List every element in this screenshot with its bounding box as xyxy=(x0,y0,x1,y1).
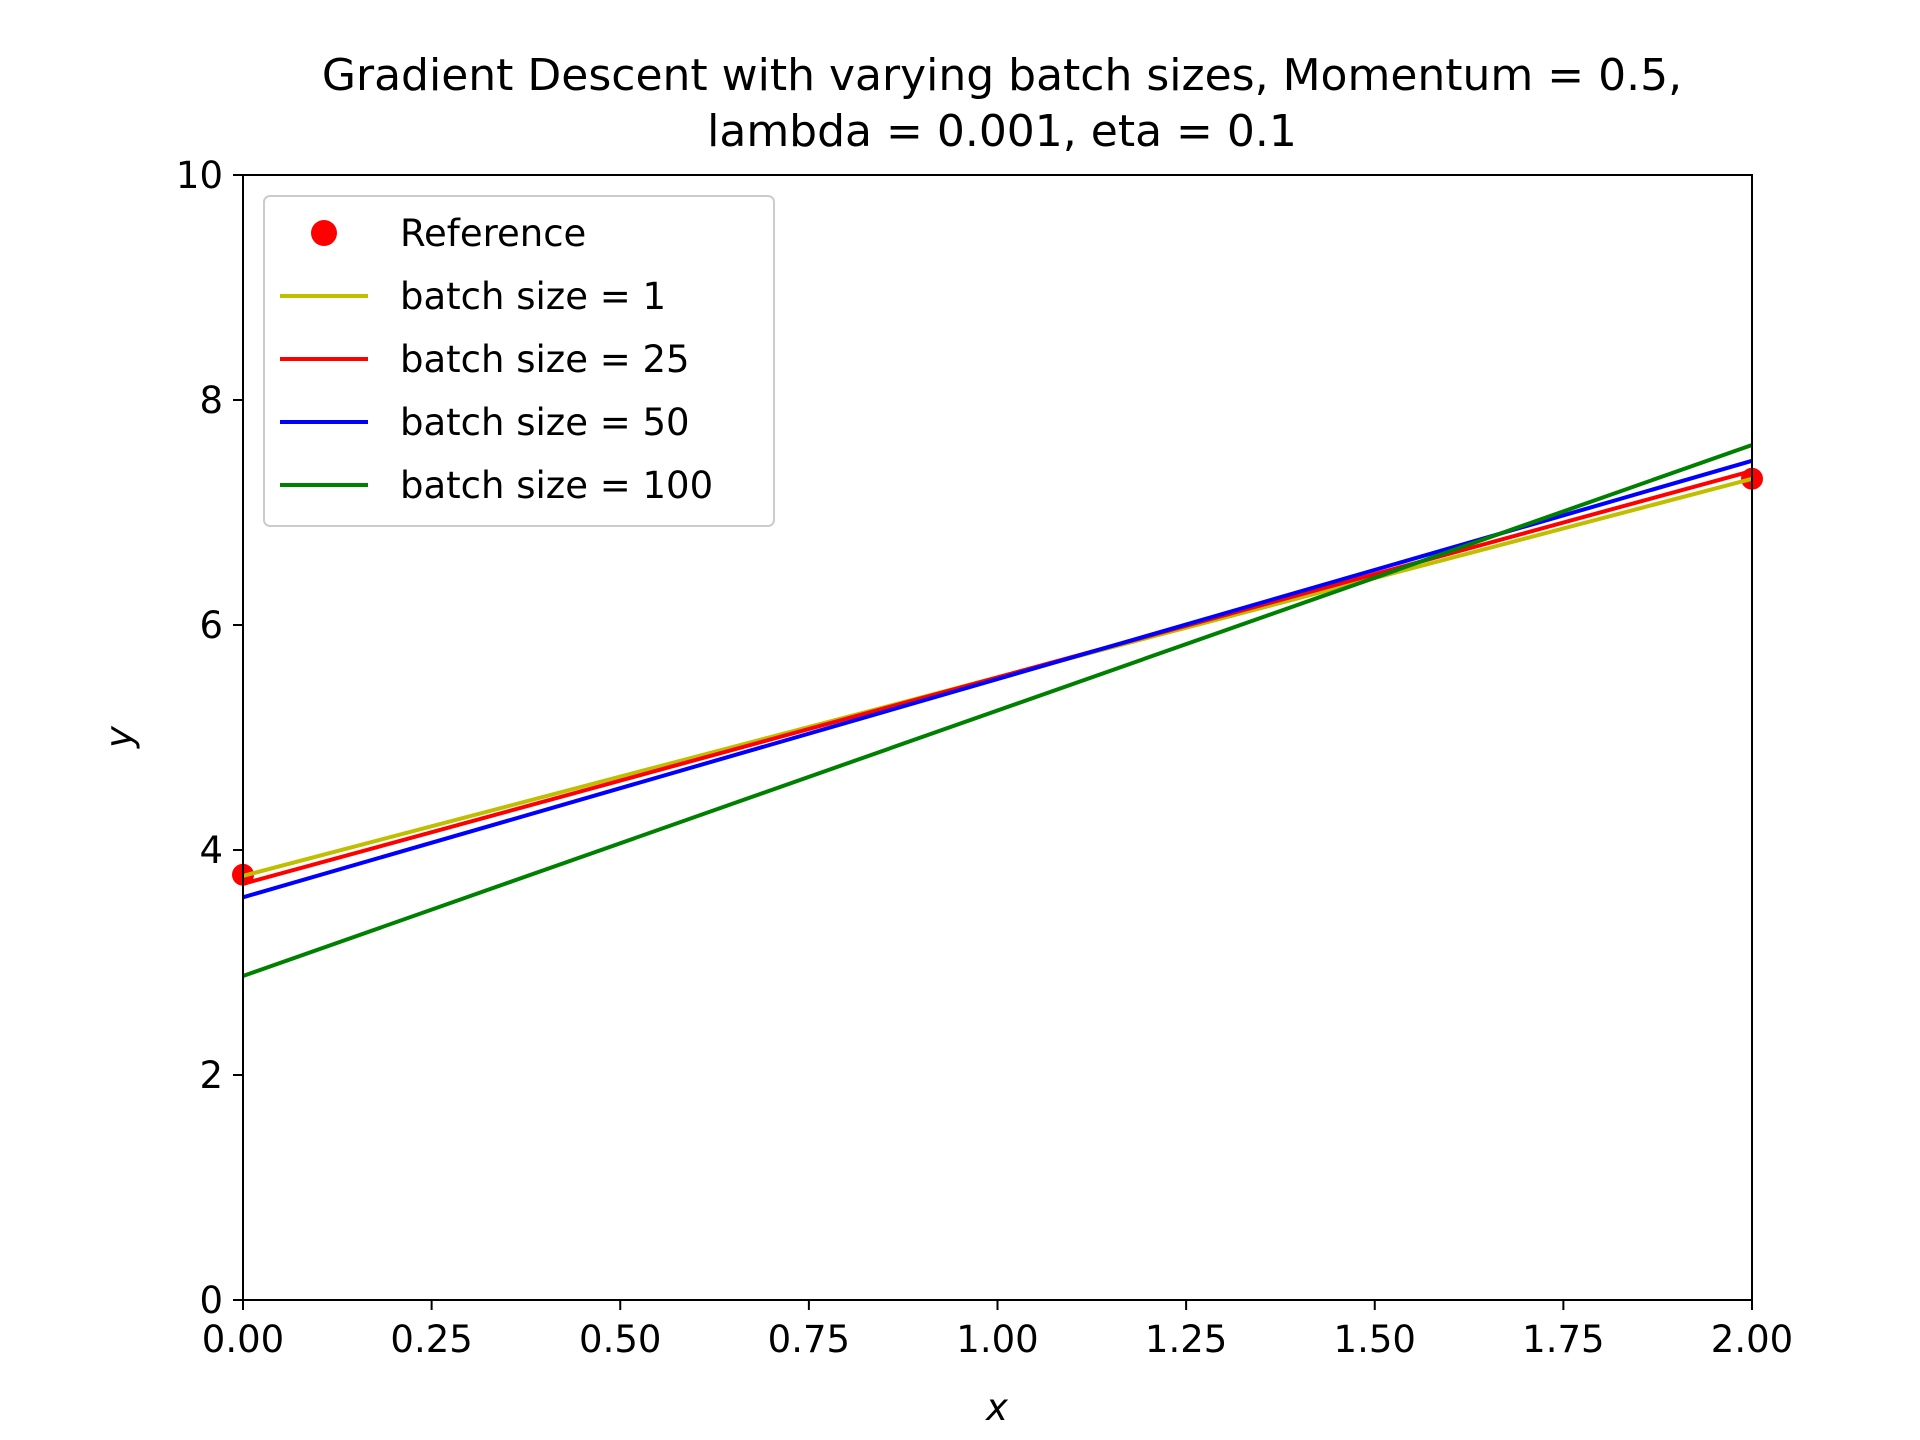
y-tick-label: 0 xyxy=(199,1279,223,1322)
x-axis-label: x xyxy=(985,1386,1009,1429)
legend-box xyxy=(263,195,775,527)
x-tick-label: 0.75 xyxy=(768,1318,850,1361)
x-tick-label: 0.50 xyxy=(579,1318,661,1361)
legend-label-1: batch size = 1 xyxy=(400,275,666,318)
y-tick-label: 8 xyxy=(199,379,223,422)
legend-entries: Reference batch size = 1 batch size = 25 ba… xyxy=(280,212,713,507)
x-tick-label: 1.25 xyxy=(1145,1318,1227,1361)
x-tick-label: 1.00 xyxy=(956,1318,1038,1361)
legend-label-4: batch size = 100 xyxy=(400,464,713,507)
legend-label-2: batch size = 25 xyxy=(400,338,690,381)
chart-title-line-2: lambda = 0.001, eta = 0.1 xyxy=(707,106,1297,157)
chart-title-line-1: Gradient Descent with varying batch size… xyxy=(322,50,1682,101)
x-tick-label: 0.25 xyxy=(390,1318,472,1361)
chart-legend: Reference batch size = 1 batch size = 25 ba… xyxy=(263,195,775,527)
y-axis-ticks: 0 2 4 6 8 10 xyxy=(176,154,243,1322)
x-tick-label: 0.00 xyxy=(202,1318,284,1361)
y-tick-label: 4 xyxy=(199,829,223,872)
y-tick-label: 2 xyxy=(199,1054,223,1097)
x-tick-label: 1.75 xyxy=(1522,1318,1604,1361)
legend-marker-reference xyxy=(311,220,337,246)
legend-label-3: batch size = 50 xyxy=(400,401,690,444)
series-lines xyxy=(242,443,1753,978)
y-tick-label: 10 xyxy=(176,154,223,197)
chart-title: Gradient Descent with varying batch size… xyxy=(322,50,1682,157)
y-axis-label: y xyxy=(98,725,141,749)
y-tick-label: 6 xyxy=(199,604,223,647)
x-tick-label: 2.00 xyxy=(1711,1318,1793,1361)
legend-label-0: Reference xyxy=(400,212,586,255)
x-axis-ticks: 0.00 0.25 0.50 0.75 1.00 1.25 1.50 1.75 2.00 xyxy=(202,1300,1793,1361)
series-line-4 xyxy=(242,443,1753,978)
x-tick-label: 1.50 xyxy=(1334,1318,1416,1361)
